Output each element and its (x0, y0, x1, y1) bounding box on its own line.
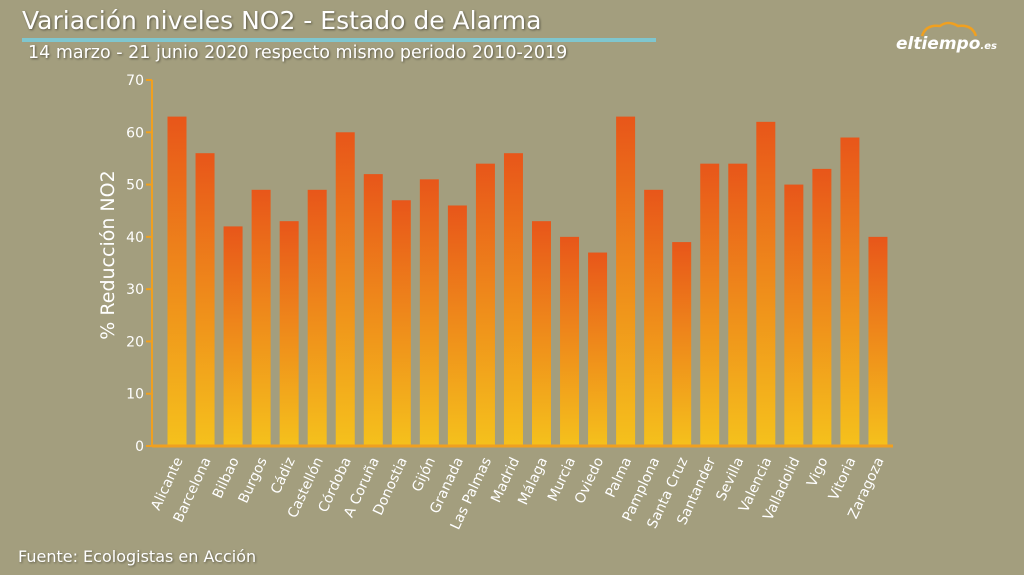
bar-16 (616, 116, 636, 446)
y-tick-label: 10 (126, 387, 144, 403)
bar-22 (784, 184, 804, 447)
chart-subtitle: 14 marzo - 21 junio 2020 respecto mismo … (28, 43, 568, 63)
bar-19 (700, 163, 720, 446)
logo-text: eltiempo (896, 34, 981, 54)
bar-14 (560, 236, 580, 446)
y-tick-label: 60 (126, 125, 144, 141)
bar-15 (588, 252, 608, 446)
bar-18 (672, 242, 692, 446)
source-note: Fuente: Ecologistas en Acción (18, 547, 257, 566)
bar-8 (391, 200, 411, 446)
bar-4 (279, 221, 299, 446)
y-axis-title: % Reducción NO2 (97, 170, 119, 339)
category-label: Vigo (804, 455, 831, 490)
bar-13 (532, 221, 551, 446)
bar-20 (728, 163, 748, 446)
bar-17 (644, 189, 664, 447)
logo-suffix: .es (980, 41, 997, 52)
y-tick-label: 50 (126, 178, 144, 194)
category-label: Cádiz (268, 455, 299, 497)
bar-9 (419, 179, 439, 447)
y-tick-label: 20 (126, 334, 144, 350)
category-label: Gijón (409, 455, 439, 494)
bar-21 (756, 121, 776, 446)
bar-6 (335, 132, 355, 447)
bar-24 (840, 137, 860, 446)
bar-11 (475, 163, 495, 446)
bar-10 (447, 205, 467, 446)
brand-logo[interactable]: eltiempo.es (892, 20, 1002, 62)
title-underline (22, 38, 656, 42)
bar-3 (251, 189, 271, 447)
bar-23 (812, 168, 832, 446)
chart-title: Variación niveles NO2 - Estado de Alarma (22, 6, 542, 35)
bar-0 (167, 116, 187, 446)
y-tick-label: 0 (135, 439, 144, 455)
y-tick-label: 70 (126, 73, 144, 89)
bar-12 (503, 153, 523, 446)
bar-2 (223, 226, 243, 446)
y-tick-label: 40 (126, 230, 144, 246)
bar-1 (195, 153, 215, 446)
y-tick-label: 30 (126, 282, 144, 298)
bar-7 (363, 174, 383, 446)
bar-5 (307, 189, 327, 447)
cloud-icon (920, 21, 978, 37)
bar-25 (868, 236, 888, 446)
